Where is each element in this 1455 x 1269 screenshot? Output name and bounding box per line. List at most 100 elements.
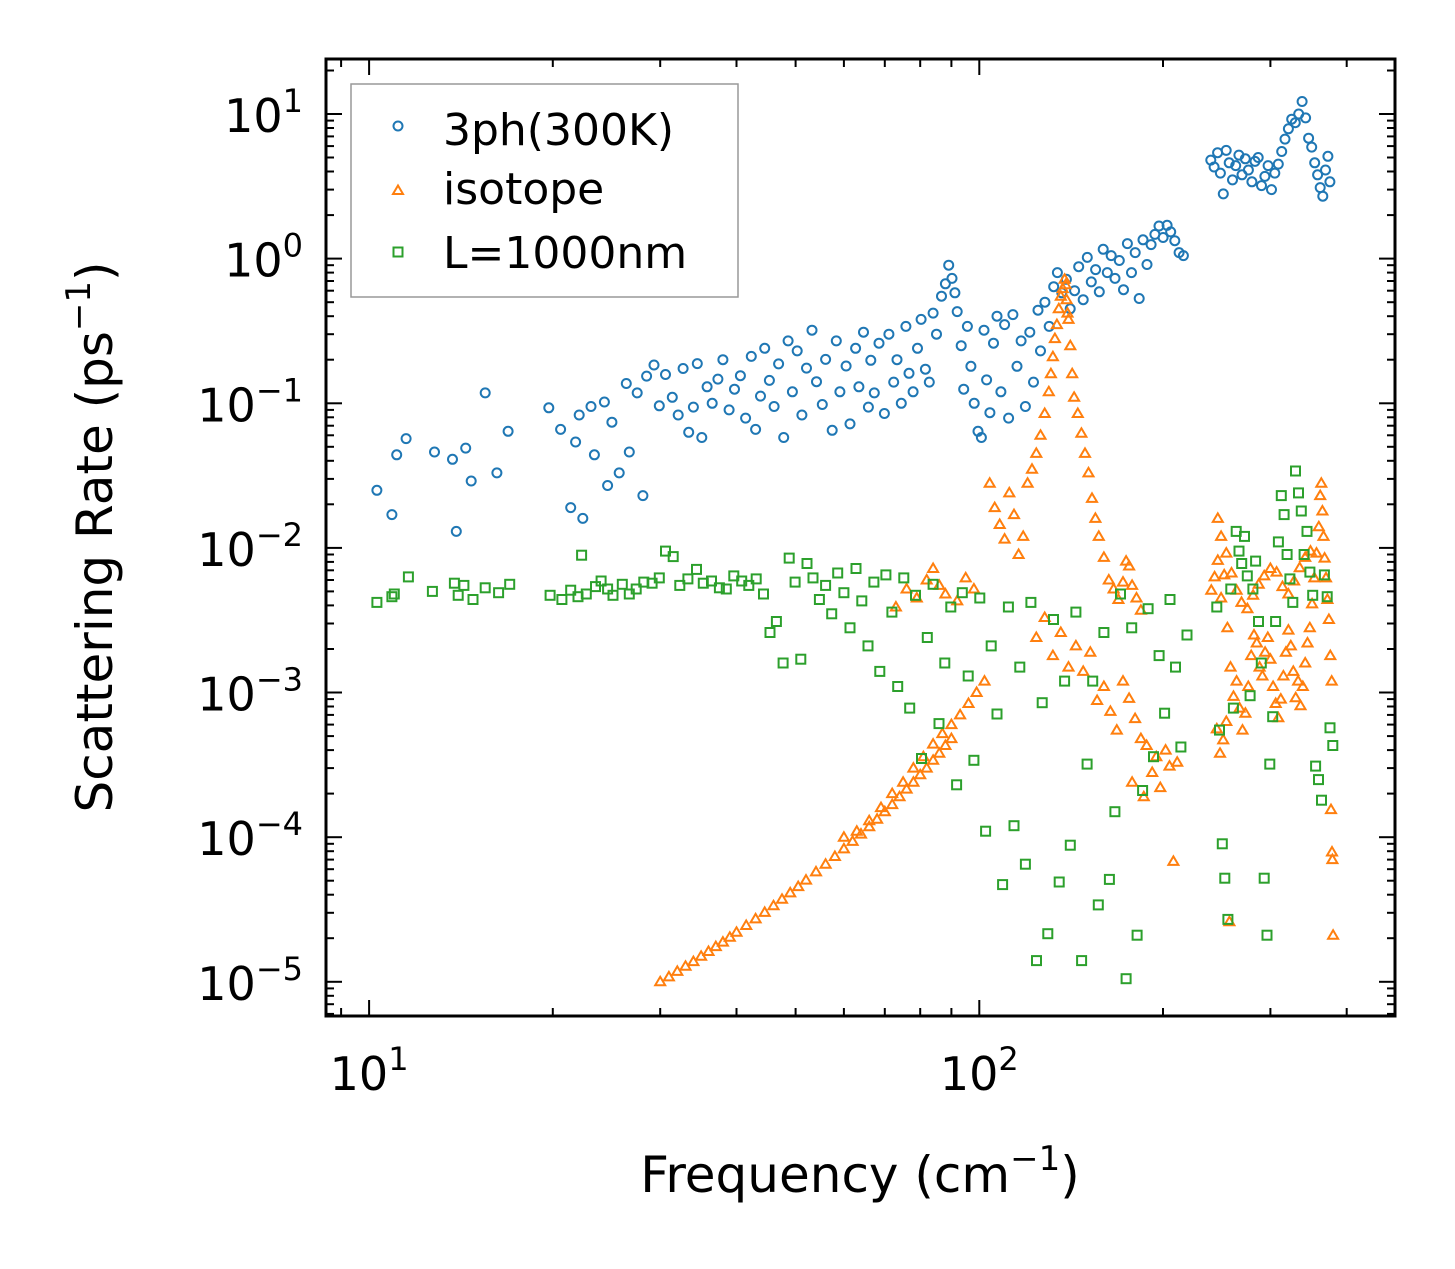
point-isotope	[1067, 390, 1081, 402]
point-3ph	[768, 401, 780, 412]
point-isotope	[1214, 529, 1228, 541]
point-isotope	[1281, 623, 1296, 635]
point-3ph	[840, 360, 852, 372]
point-isotope	[1025, 462, 1039, 474]
point-boundary	[1087, 675, 1099, 687]
point-boundary	[820, 579, 832, 591]
point-boundary	[956, 587, 968, 599]
point-3ph	[677, 363, 689, 374]
point-isotope	[850, 824, 864, 836]
point-boundary	[1126, 622, 1138, 634]
point-isotope	[1324, 674, 1339, 686]
point-isotope	[1061, 660, 1076, 672]
point-isotope	[799, 873, 813, 885]
point-isotope	[1320, 592, 1335, 604]
point-isotope	[1044, 366, 1058, 379]
point-3ph	[1309, 157, 1321, 169]
y-tick-label: 10−1	[197, 371, 303, 432]
point-boundary	[898, 572, 910, 584]
point-isotope	[1296, 679, 1310, 691]
point-3ph	[791, 345, 803, 357]
point-3ph	[1220, 144, 1232, 156]
point-3ph	[988, 337, 999, 349]
point-3ph	[1011, 360, 1023, 372]
point-3ph	[1272, 158, 1284, 170]
point-boundary	[850, 563, 862, 574]
point-boundary	[743, 579, 755, 591]
point-3ph	[717, 354, 729, 366]
point-boundary	[1076, 955, 1088, 967]
point-boundary	[1244, 690, 1256, 702]
point-isotope	[1007, 507, 1021, 520]
point-boundary	[807, 572, 819, 584]
point-isotope	[862, 819, 876, 832]
point-isotope	[1046, 648, 1060, 661]
point-isotope	[1303, 620, 1317, 633]
point-boundary	[504, 578, 516, 590]
point-isotope	[1125, 578, 1139, 590]
point-isotope	[987, 500, 1002, 513]
point-isotope	[748, 911, 763, 924]
point-boundary	[910, 589, 921, 601]
point-3ph	[1051, 267, 1063, 279]
point-isotope	[896, 775, 910, 787]
point-boundary	[590, 581, 601, 593]
point-3ph	[895, 397, 907, 409]
point-3ph	[1269, 167, 1281, 179]
x-tick-label: 101	[330, 1040, 409, 1101]
point-boundary	[1019, 858, 1031, 870]
point-boundary	[997, 879, 1009, 891]
point-isotope	[899, 782, 914, 794]
point-3ph	[623, 446, 635, 458]
y-tick-label: 10−4	[197, 805, 303, 866]
point-3ph	[734, 370, 746, 382]
point-boundary	[916, 753, 927, 764]
point-3ph	[891, 354, 903, 366]
point-isotope	[1042, 384, 1056, 397]
point-boundary	[691, 563, 702, 575]
point-3ph	[653, 400, 665, 412]
point-isotope	[1292, 560, 1307, 573]
point-3ph	[1279, 133, 1291, 145]
point-isotope	[1033, 428, 1048, 440]
point-isotope	[919, 761, 934, 773]
point-3ph	[502, 425, 514, 437]
point-3ph	[936, 290, 947, 302]
point-boundary	[1261, 929, 1273, 941]
legend: 3ph(300K) isotope L=1000nm	[350, 83, 739, 298]
point-boundary	[933, 718, 945, 730]
legend-label-boundary: L=1000nm	[443, 228, 687, 279]
point-isotope	[1092, 529, 1106, 541]
point-isotope	[1106, 582, 1121, 594]
point-boundary	[1120, 973, 1132, 985]
point-3ph	[1282, 123, 1294, 135]
point-isotope	[828, 849, 842, 861]
point-boundary	[607, 589, 619, 601]
point-boundary	[838, 587, 850, 599]
point-3ph	[1324, 176, 1336, 188]
point-boundary	[1307, 589, 1319, 601]
point-3ph	[1306, 141, 1318, 153]
point-boundary	[667, 551, 679, 563]
point-3ph	[687, 401, 699, 413]
point-boundary	[1310, 760, 1322, 772]
point-boundary	[1109, 806, 1121, 818]
point-3ph	[844, 418, 856, 430]
point-boundary	[1241, 570, 1253, 582]
point-isotope	[837, 830, 851, 842]
point-boundary	[1275, 490, 1287, 502]
point-isotope	[885, 786, 899, 799]
point-boundary	[921, 632, 933, 643]
point-boundary	[1142, 603, 1154, 615]
point-boundary	[904, 702, 916, 714]
point-isotope	[1258, 645, 1272, 657]
point-isotope	[1291, 674, 1305, 686]
point-3ph	[1145, 239, 1157, 251]
point-3ph	[1223, 157, 1235, 169]
point-boundary	[1278, 509, 1290, 521]
point-isotope	[885, 797, 899, 810]
point-boundary	[565, 584, 577, 596]
legend-label-isotope: isotope	[443, 164, 604, 215]
point-boundary	[1295, 505, 1307, 517]
point-3ph	[1035, 345, 1046, 357]
